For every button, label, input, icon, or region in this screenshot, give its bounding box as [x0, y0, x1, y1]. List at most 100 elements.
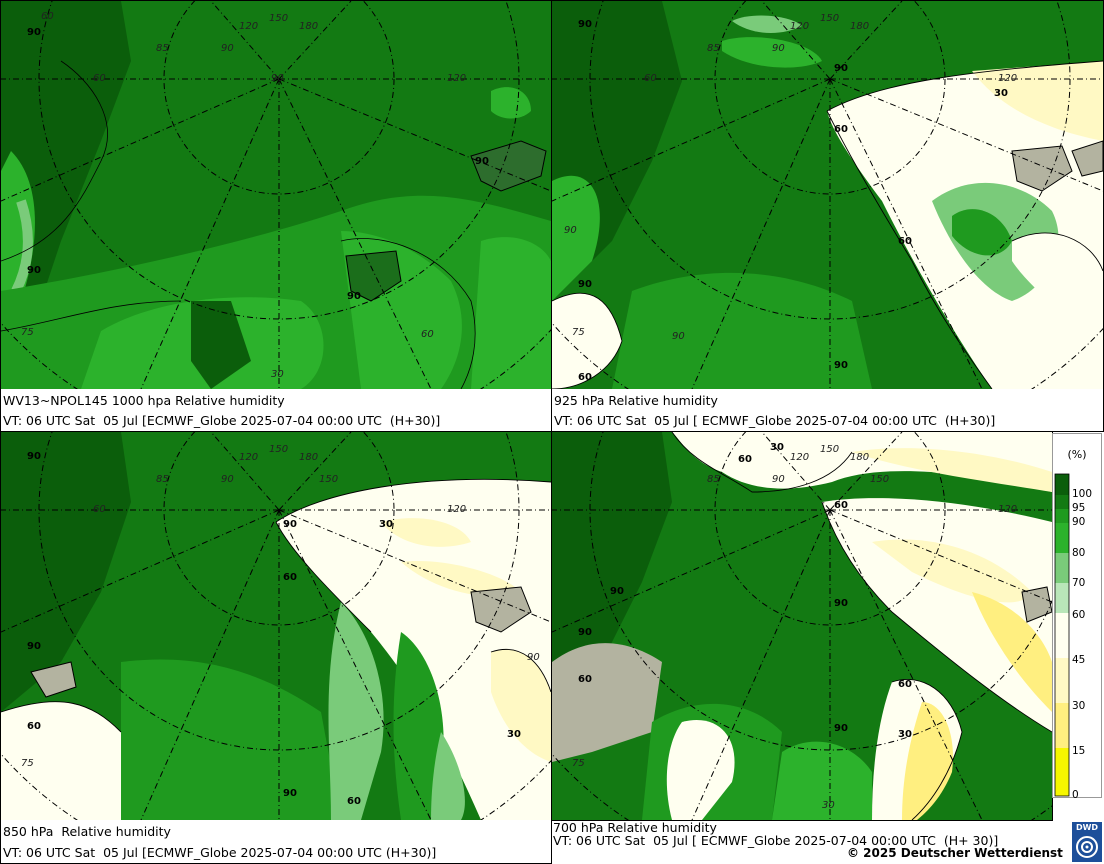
panel-valid-time: VT: 06 UTC Sat 05 Jul [ECMWF_Globe 2025-… [3, 845, 437, 860]
contour-label: 60 [834, 124, 848, 135]
svg-text:85: 85 [156, 474, 169, 485]
contour-label: 90 [27, 27, 41, 38]
legend-tick-95: 95 [1072, 502, 1086, 514]
panel-title: 850 hPa Relative humidity [3, 824, 171, 839]
svg-text:150: 150 [269, 13, 288, 24]
contour-label: 30 [994, 88, 1008, 99]
contour-label: 60 [27, 721, 41, 732]
map-panel-700hpa: 120 150 180 90 85 150 120 75 30 30 60 60 90 … [551, 431, 1053, 821]
legend-swatch-70 [1055, 553, 1069, 583]
panel-title: 925 hPa Relative humidity [554, 393, 718, 408]
panel-title: 700 hPa Relative humidity [553, 820, 717, 835]
svg-text:120: 120 [447, 504, 466, 515]
legend-swatch-15 [1055, 703, 1069, 748]
svg-text:180: 180 [850, 452, 869, 463]
legend-swatch-90 [1055, 509, 1069, 523]
svg-text:120: 120 [239, 21, 258, 32]
map-850hpa: 120 150 180 90 85 60 120 150 75 90 90 90 30 6… [1, 432, 551, 820]
panel-valid-time: VT: 06 UTC Sat 05 Jul [ECMWF_Globe 2025-… [3, 413, 441, 428]
contour-label: 90 [834, 598, 848, 609]
svg-text:150: 150 [870, 474, 889, 485]
contour-label: 90 [27, 265, 41, 276]
contour-label: 60 [834, 500, 848, 511]
legend-swatch-100 [1055, 474, 1069, 495]
legend-colorbar [1054, 473, 1070, 797]
svg-text:180: 180 [299, 452, 318, 463]
dwd-logo-text: DWD [1075, 823, 1099, 832]
svg-text:90: 90 [221, 43, 234, 54]
map-panel-1000hpa: 120 150 180 90 85 60 120 90 75 30 60 60 90 90 … [0, 0, 552, 432]
svg-text:85: 85 [156, 43, 169, 54]
legend-swatch-0 [1055, 748, 1069, 796]
dwd-logo: DWD [1072, 822, 1102, 862]
legend-swatch-60 [1055, 583, 1069, 613]
legend-tick-60: 60 [1072, 609, 1086, 621]
legend-tick-90: 90 [1072, 516, 1086, 528]
svg-text:75: 75 [572, 327, 585, 338]
contour-label: 90 [27, 641, 41, 652]
legend-tick-100: 100 [1072, 488, 1093, 500]
contour-label: 60 [578, 372, 592, 383]
svg-text:150: 150 [820, 444, 839, 455]
contour-label: 90 [834, 63, 848, 74]
map-panel-850hpa: 120 150 180 90 85 60 120 150 75 90 90 90 30 6… [0, 431, 552, 864]
svg-text:75: 75 [21, 327, 34, 338]
svg-text:150: 150 [269, 444, 288, 455]
svg-text:180: 180 [850, 21, 869, 32]
svg-text:60: 60 [421, 329, 434, 340]
spiral-icon [1076, 836, 1098, 858]
contour-label: 90 [578, 627, 592, 638]
contour-label: 90 [347, 291, 361, 302]
legend-unit: (%) [1067, 448, 1087, 461]
contour-label: 30 [898, 729, 912, 740]
svg-text:60: 60 [644, 73, 657, 84]
legend-swatch-30 [1055, 658, 1069, 703]
svg-text:90: 90 [672, 331, 685, 342]
svg-text:90: 90 [564, 225, 577, 236]
legend-swatch-80 [1055, 523, 1069, 553]
legend-tick-30: 30 [1072, 700, 1086, 712]
svg-text:120: 120 [239, 452, 258, 463]
contour-label: 90 [578, 19, 592, 30]
legend-swatch-95 [1055, 495, 1069, 509]
panel-title: WV13~NPOL145 1000 hpa Relative humidity [3, 393, 285, 408]
svg-text:120: 120 [998, 504, 1017, 515]
legend-tick-45: 45 [1072, 654, 1086, 666]
contour-label: 60 [283, 572, 297, 583]
contour-label: 60 [898, 679, 912, 690]
svg-text:120: 120 [790, 452, 809, 463]
svg-text:150: 150 [820, 13, 839, 24]
svg-text:30: 30 [822, 800, 835, 811]
contour-label: 60 [578, 674, 592, 685]
svg-text:30: 30 [271, 369, 284, 380]
contour-label: 90 [283, 519, 297, 530]
copyright-text: © 2025 Deutscher Wetterdienst [847, 846, 1063, 860]
contour-label: 60 [738, 454, 752, 465]
contour-label: 90 [283, 788, 297, 799]
contour-label: 90 [27, 451, 41, 462]
panel-valid-time: VT: 06 UTC Sat 05 Jul [ ECMWF_Globe 2025… [554, 413, 996, 428]
color-scale-legend: (%) 100 95 90 80 70 60 45 30 15 0 [1052, 433, 1102, 801]
panel-valid-time: VT: 06 UTC Sat 05 Jul [ ECMWF_Globe 2025… [553, 833, 999, 848]
contour-label: 60 [898, 236, 912, 247]
svg-text:90: 90 [772, 474, 785, 485]
svg-text:180: 180 [299, 21, 318, 32]
svg-text:75: 75 [21, 758, 34, 769]
contour-label: 30 [507, 729, 521, 740]
svg-text:90: 90 [527, 652, 540, 663]
legend-tick-15: 15 [1072, 745, 1086, 757]
svg-text:120: 120 [998, 73, 1017, 84]
svg-text:85: 85 [707, 474, 720, 485]
legend-tick-80: 80 [1072, 547, 1086, 559]
svg-text:90: 90 [221, 474, 234, 485]
svg-text:150: 150 [319, 474, 338, 485]
contour-label: 90 [834, 723, 848, 734]
map-panel-925hpa: 120 150 180 90 85 60 120 75 90 90 90 90 30 60… [551, 0, 1104, 432]
svg-text:90: 90 [271, 73, 284, 84]
svg-text:120: 120 [790, 21, 809, 32]
svg-text:85: 85 [707, 43, 720, 54]
map-925hpa: 120 150 180 90 85 60 120 75 90 90 90 90 30 60… [552, 1, 1103, 389]
contour-label: 30 [770, 442, 784, 453]
